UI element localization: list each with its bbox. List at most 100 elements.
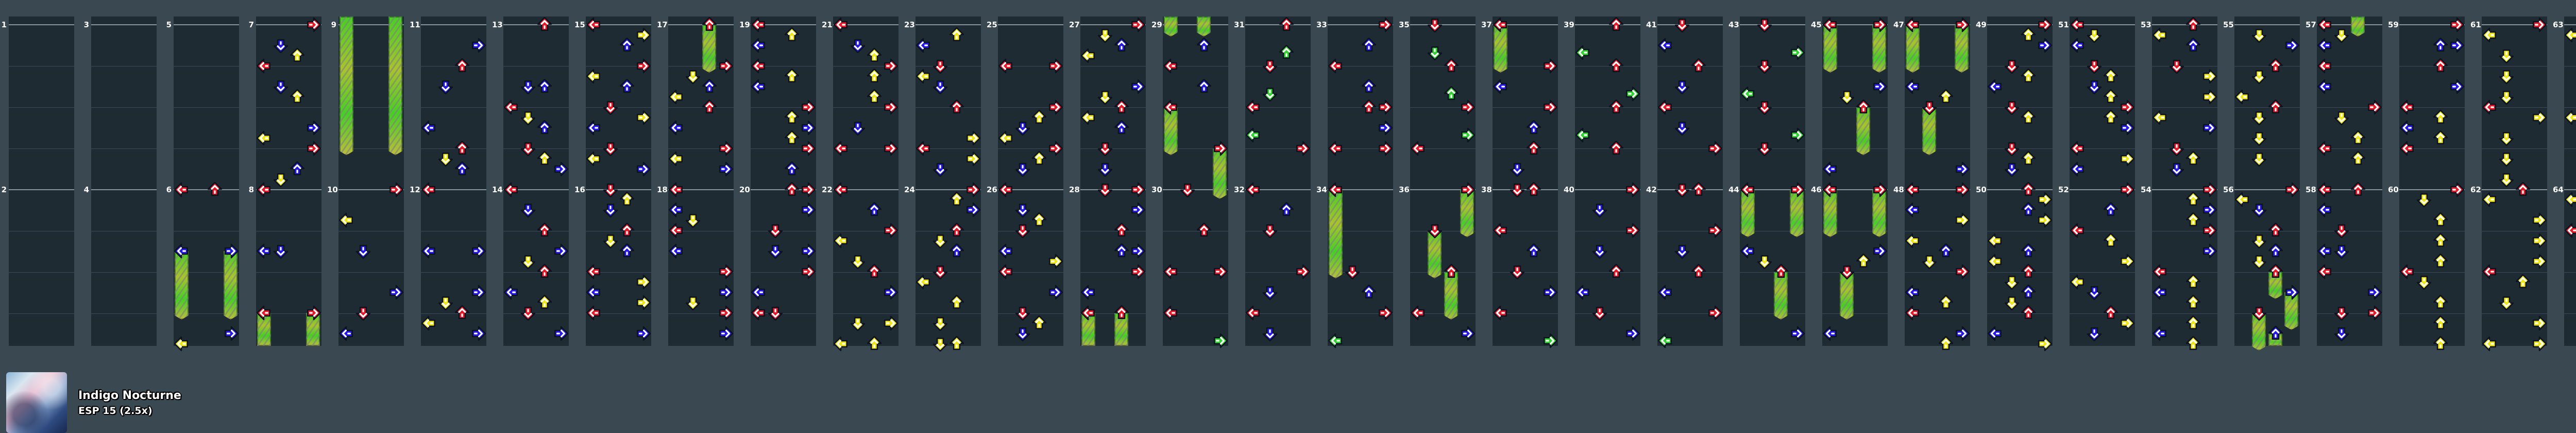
freeze-body <box>388 16 402 155</box>
beat-line <box>1575 107 1640 108</box>
beat-line <box>9 107 74 108</box>
arrow-right-icon <box>1707 305 1722 321</box>
beat-line <box>1575 313 1640 314</box>
arrow-up-icon <box>2433 315 2448 331</box>
arrow-left-icon <box>421 243 437 259</box>
beat-line <box>668 107 734 108</box>
arrow-down-icon <box>1262 58 1278 74</box>
beat-line <box>1657 107 1723 108</box>
arrow-right-icon <box>388 182 403 197</box>
arrow-up-icon <box>1279 202 1294 218</box>
arrow-left-icon <box>586 151 602 166</box>
beat-line <box>256 272 321 273</box>
arrow-up-icon <box>1361 79 1377 94</box>
beat-line <box>1080 313 1146 314</box>
arrow-right-icon <box>2531 110 2547 125</box>
arrow-right-icon <box>1460 182 1475 197</box>
arrow-right-icon <box>883 223 898 238</box>
beat-line <box>2399 272 2465 273</box>
measure-number: 32 <box>1234 185 1245 194</box>
arrow-right-icon <box>883 141 898 156</box>
arrow-left-icon <box>1328 333 1344 348</box>
arrow-up-icon <box>1608 58 1624 74</box>
arrow-up-icon <box>1114 38 1129 53</box>
arrow-left-icon <box>2235 192 2250 207</box>
chart-column: 53 54 <box>2141 16 2217 350</box>
beat-line <box>2152 148 2217 149</box>
beat-line <box>751 272 816 273</box>
arrow-right-icon <box>1542 58 1557 74</box>
arrow-left-icon <box>586 120 602 136</box>
arrow-right-icon <box>2037 192 2052 207</box>
freeze-body <box>1774 272 1788 320</box>
arrow-right-icon <box>1047 254 1063 269</box>
arrow-up-icon <box>1114 99 1129 115</box>
arrow-up-icon <box>2433 130 2448 146</box>
freeze-body <box>1213 148 1227 199</box>
arrow-up-icon <box>2350 182 2366 197</box>
chart-column: 21 22 <box>822 16 899 352</box>
arrow-left-icon <box>586 69 602 84</box>
measure-number: 1 <box>1 20 7 29</box>
arrow-right-icon <box>635 274 651 290</box>
arrow-left-icon <box>1740 182 1756 197</box>
chart-column: 9 10 <box>327 16 404 346</box>
arrow-down-icon <box>1097 27 1113 43</box>
arrow-up-icon <box>2103 305 2119 321</box>
arrow-down-icon <box>1757 17 1772 32</box>
arrow-left-icon <box>916 274 931 290</box>
arrow-right-icon <box>1542 285 1557 300</box>
arrow-up-icon <box>537 17 552 32</box>
freeze-body <box>1823 190 1837 237</box>
arrow-left-icon <box>2235 89 2250 105</box>
arrow-down-icon <box>1262 326 1278 341</box>
arrow-down-icon <box>2334 27 2349 43</box>
measure-line <box>1740 24 1805 25</box>
arrow-down-icon <box>1180 182 1195 197</box>
measure-number: 48 <box>1893 185 1904 194</box>
arrow-right-icon <box>1295 264 1310 279</box>
arrow-up-icon <box>454 161 470 177</box>
beat-line <box>916 313 981 314</box>
arrow-down-icon <box>2334 305 2349 321</box>
measure-line <box>1163 24 1228 25</box>
arrow-left-icon <box>1740 86 1756 102</box>
arrow-left-icon <box>669 151 684 166</box>
measure-line <box>2234 189 2300 190</box>
arrow-left-icon <box>2400 120 2415 136</box>
arrow-down-icon <box>933 79 948 94</box>
beat-line <box>421 148 486 149</box>
measure-number: 54 <box>2141 185 2151 194</box>
chart-column: 33 34 <box>1316 16 1393 348</box>
measure-number: 42 <box>1646 185 1657 194</box>
arrow-left-icon <box>1823 182 1838 197</box>
arrow-up-icon <box>1608 99 1624 115</box>
arrow-up-icon <box>2103 69 2119 84</box>
arrow-up-icon <box>619 79 635 94</box>
arrow-right-icon <box>635 27 651 43</box>
arrow-left-icon <box>1988 254 2003 269</box>
arrow-left-icon <box>834 336 849 352</box>
arrow-left-icon <box>339 212 354 228</box>
arrow-up-icon <box>784 110 800 125</box>
arrow-right-icon <box>800 141 816 156</box>
arrow-right-icon <box>1460 127 1475 143</box>
beat-line <box>833 313 899 314</box>
arrow-up-icon <box>537 79 552 94</box>
arrow-up-icon <box>2433 58 2448 74</box>
arrow-up-icon <box>1526 243 1541 259</box>
arrow-right-icon <box>2449 17 2464 32</box>
arrow-down-icon <box>2169 161 2184 177</box>
arrow-up-icon <box>2268 326 2283 341</box>
arrow-down-icon <box>1262 285 1278 300</box>
beat-line <box>1740 313 1805 314</box>
measure-number: 44 <box>1728 185 1739 194</box>
arrow-right-icon <box>1872 182 1887 197</box>
arrow-up-icon <box>537 223 552 238</box>
arrow-up-icon <box>1608 141 1624 156</box>
arrow-down-icon <box>1015 305 1030 321</box>
arrow-right-icon <box>2119 120 2134 136</box>
arrow-left-icon <box>257 243 272 259</box>
chart-column: 41 42 <box>1646 16 1723 348</box>
beat-line <box>1410 313 1476 314</box>
